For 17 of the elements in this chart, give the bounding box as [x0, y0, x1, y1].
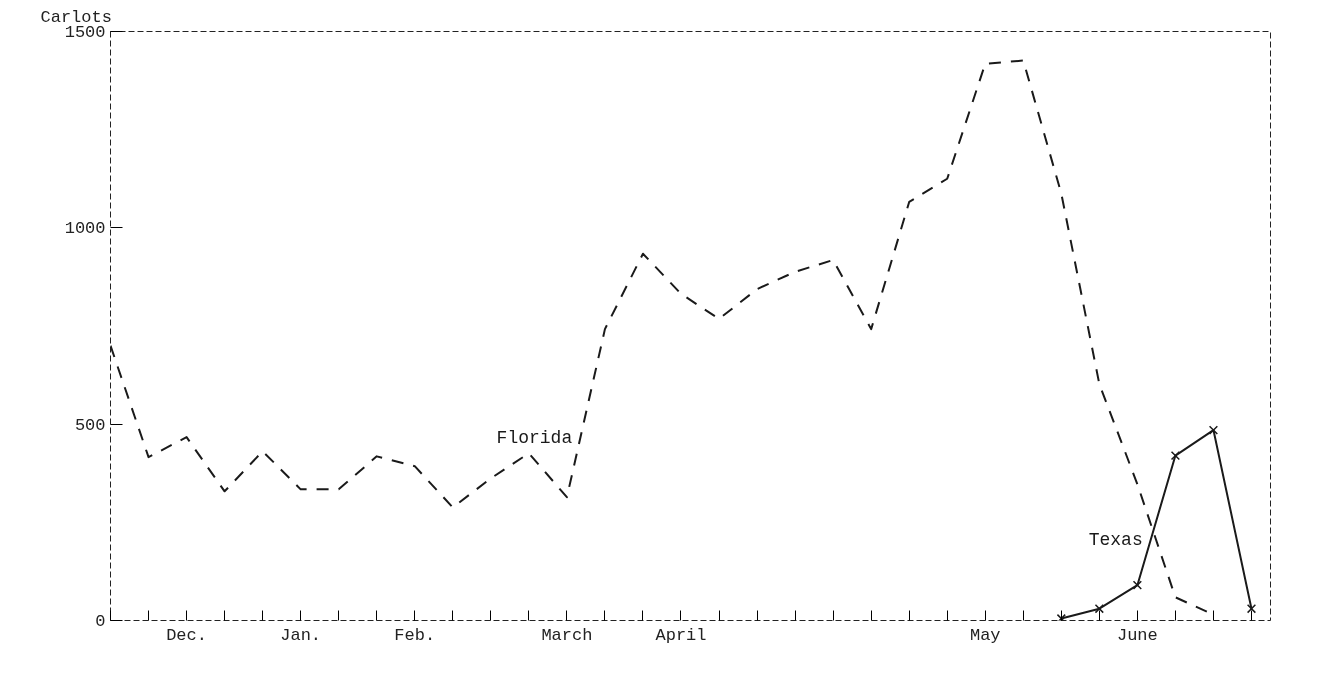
- point: [1132, 580, 1143, 590]
- x-tick-label: Feb.: [394, 625, 436, 645]
- point: [1246, 604, 1257, 614]
- point: [1170, 450, 1181, 461]
- x-tick-label: April: [655, 625, 707, 645]
- x-tick-label: Dec.: [166, 625, 207, 645]
- y-tick-label: 0: [95, 612, 106, 631]
- series-label: Texas: [1088, 529, 1143, 550]
- x-tick-label: May: [969, 625, 1001, 645]
- point: [1208, 425, 1219, 435]
- series-label: Florida: [496, 428, 573, 449]
- x-tick-label: Jan.: [280, 625, 322, 645]
- x-tick-label: March: [541, 625, 593, 645]
- y-tick-label: 1000: [64, 219, 106, 239]
- y-tick-label: 500: [74, 415, 106, 435]
- x-tick-label: June: [1116, 625, 1158, 645]
- point: [1094, 604, 1104, 614]
